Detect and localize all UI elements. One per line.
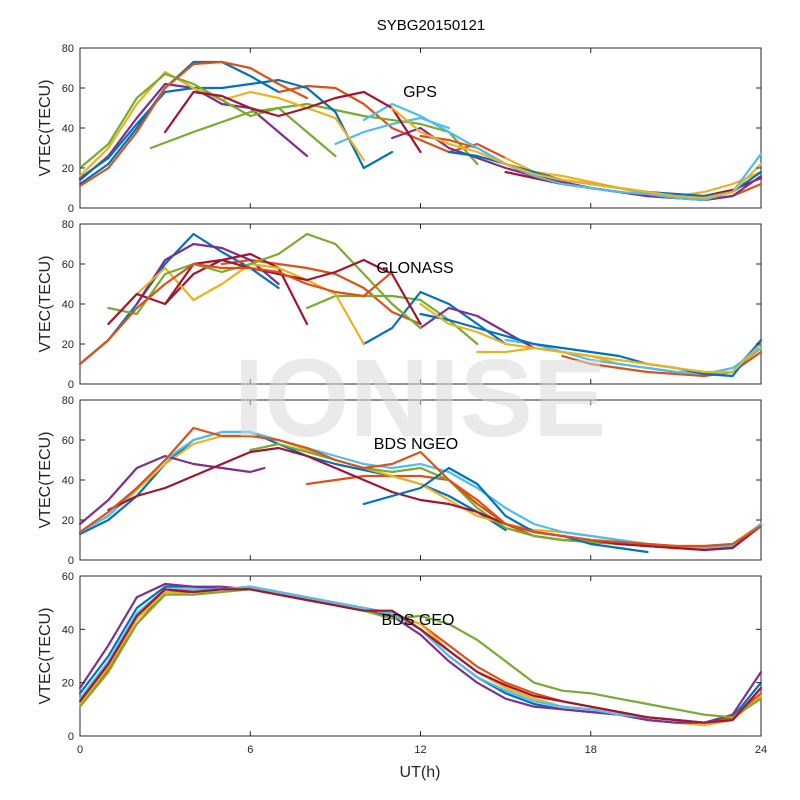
series-line [277,84,507,160]
series-line [419,312,763,378]
series-group [78,582,763,727]
series-line [78,78,394,180]
panel-gps: 0 20 40 60 80 VTEC(TECU) GPS [37,43,763,215]
series-group [78,426,763,554]
y-tick-label: 20 [62,339,74,351]
y-axis-label: VTEC(TECU) [37,432,54,529]
x-axis-ticks [79,48,762,208]
series-line [107,232,422,330]
x-axis-ticks [79,224,762,384]
y-axis-ticks: 0 20 40 60 [62,571,761,743]
y-tick-label: 40 [62,475,74,487]
y-axis-label: VTEC(TECU) [37,608,54,705]
series-line [78,60,309,188]
y-tick-label: 80 [62,43,74,55]
y-tick-label: 60 [62,571,74,583]
x-tick-label: 0 [77,744,83,756]
y-tick-label: 60 [62,83,74,95]
y-tick-label: 20 [62,515,74,527]
y-axis-ticks: 0 20 40 60 80 [62,395,761,567]
series-group [78,232,763,378]
panel-glonass: 0 20 40 60 80 VTEC(TECU) GLONASS [37,219,763,391]
x-tick-label: 24 [755,744,767,756]
panel-label: BDS GEO [382,612,455,629]
y-tick-label: 40 [62,123,74,135]
y-axis-label: VTEC(TECU) [37,256,54,353]
panel-label: GLONASS [376,260,453,277]
series-line [164,90,422,154]
y-tick-label: 60 [62,259,74,271]
y-tick-label: 80 [62,395,74,407]
series-line [78,262,394,366]
y-tick-label: 0 [68,379,74,391]
series-line [78,454,266,526]
y-axis-label: VTEC(TECU) [37,80,54,177]
y-axis-ticks: 0 20 40 60 80 [62,219,761,391]
series-line [78,582,763,724]
x-tick-label: 6 [247,744,253,756]
panel-label: BDS NGEO [374,436,458,453]
y-axis-ticks: 0 20 40 60 80 [62,43,761,215]
y-tick-label: 20 [62,678,74,690]
panel-frame [79,399,762,561]
x-tick-label: 18 [585,744,597,756]
x-axis-ticks [79,400,762,560]
y-tick-label: 0 [68,731,74,743]
series-line [78,426,763,548]
series-line [362,466,649,554]
series-line [419,302,763,374]
y-tick-label: 0 [68,555,74,567]
x-axis-label: UT(h) [400,764,441,781]
watermark-text: IONISE [234,337,607,460]
panel-bds-ngeo: 0 20 40 60 80 VTEC(TECU) BDS NGEO [37,395,763,567]
chart-title: SYBG20150121 [377,17,485,34]
series-line [362,290,507,346]
panel-bds-geo: 0 20 40 60 0 6 12 18 24 VTEC(TECU) BDS GEO [37,571,767,756]
x-axis-ticks: 0 6 12 18 24 [77,576,767,756]
series-line [78,72,337,170]
series-line [391,106,763,200]
series-line [220,258,422,326]
y-tick-label: 80 [62,219,74,231]
y-tick-label: 40 [62,624,74,636]
y-tick-label: 0 [68,203,74,215]
series-line [419,306,536,350]
panel-label: GPS [403,84,437,101]
y-tick-label: 20 [62,163,74,175]
series-line [78,588,763,724]
panel-frame [79,575,762,737]
series-line [362,102,763,202]
y-tick-label: 40 [62,299,74,311]
x-tick-label: 12 [414,744,426,756]
series-group [78,60,763,202]
series-line [107,446,763,552]
series-line [164,252,309,326]
series-line [149,102,479,166]
y-tick-label: 60 [62,435,74,447]
series-line [78,430,507,536]
series-line [78,588,763,719]
